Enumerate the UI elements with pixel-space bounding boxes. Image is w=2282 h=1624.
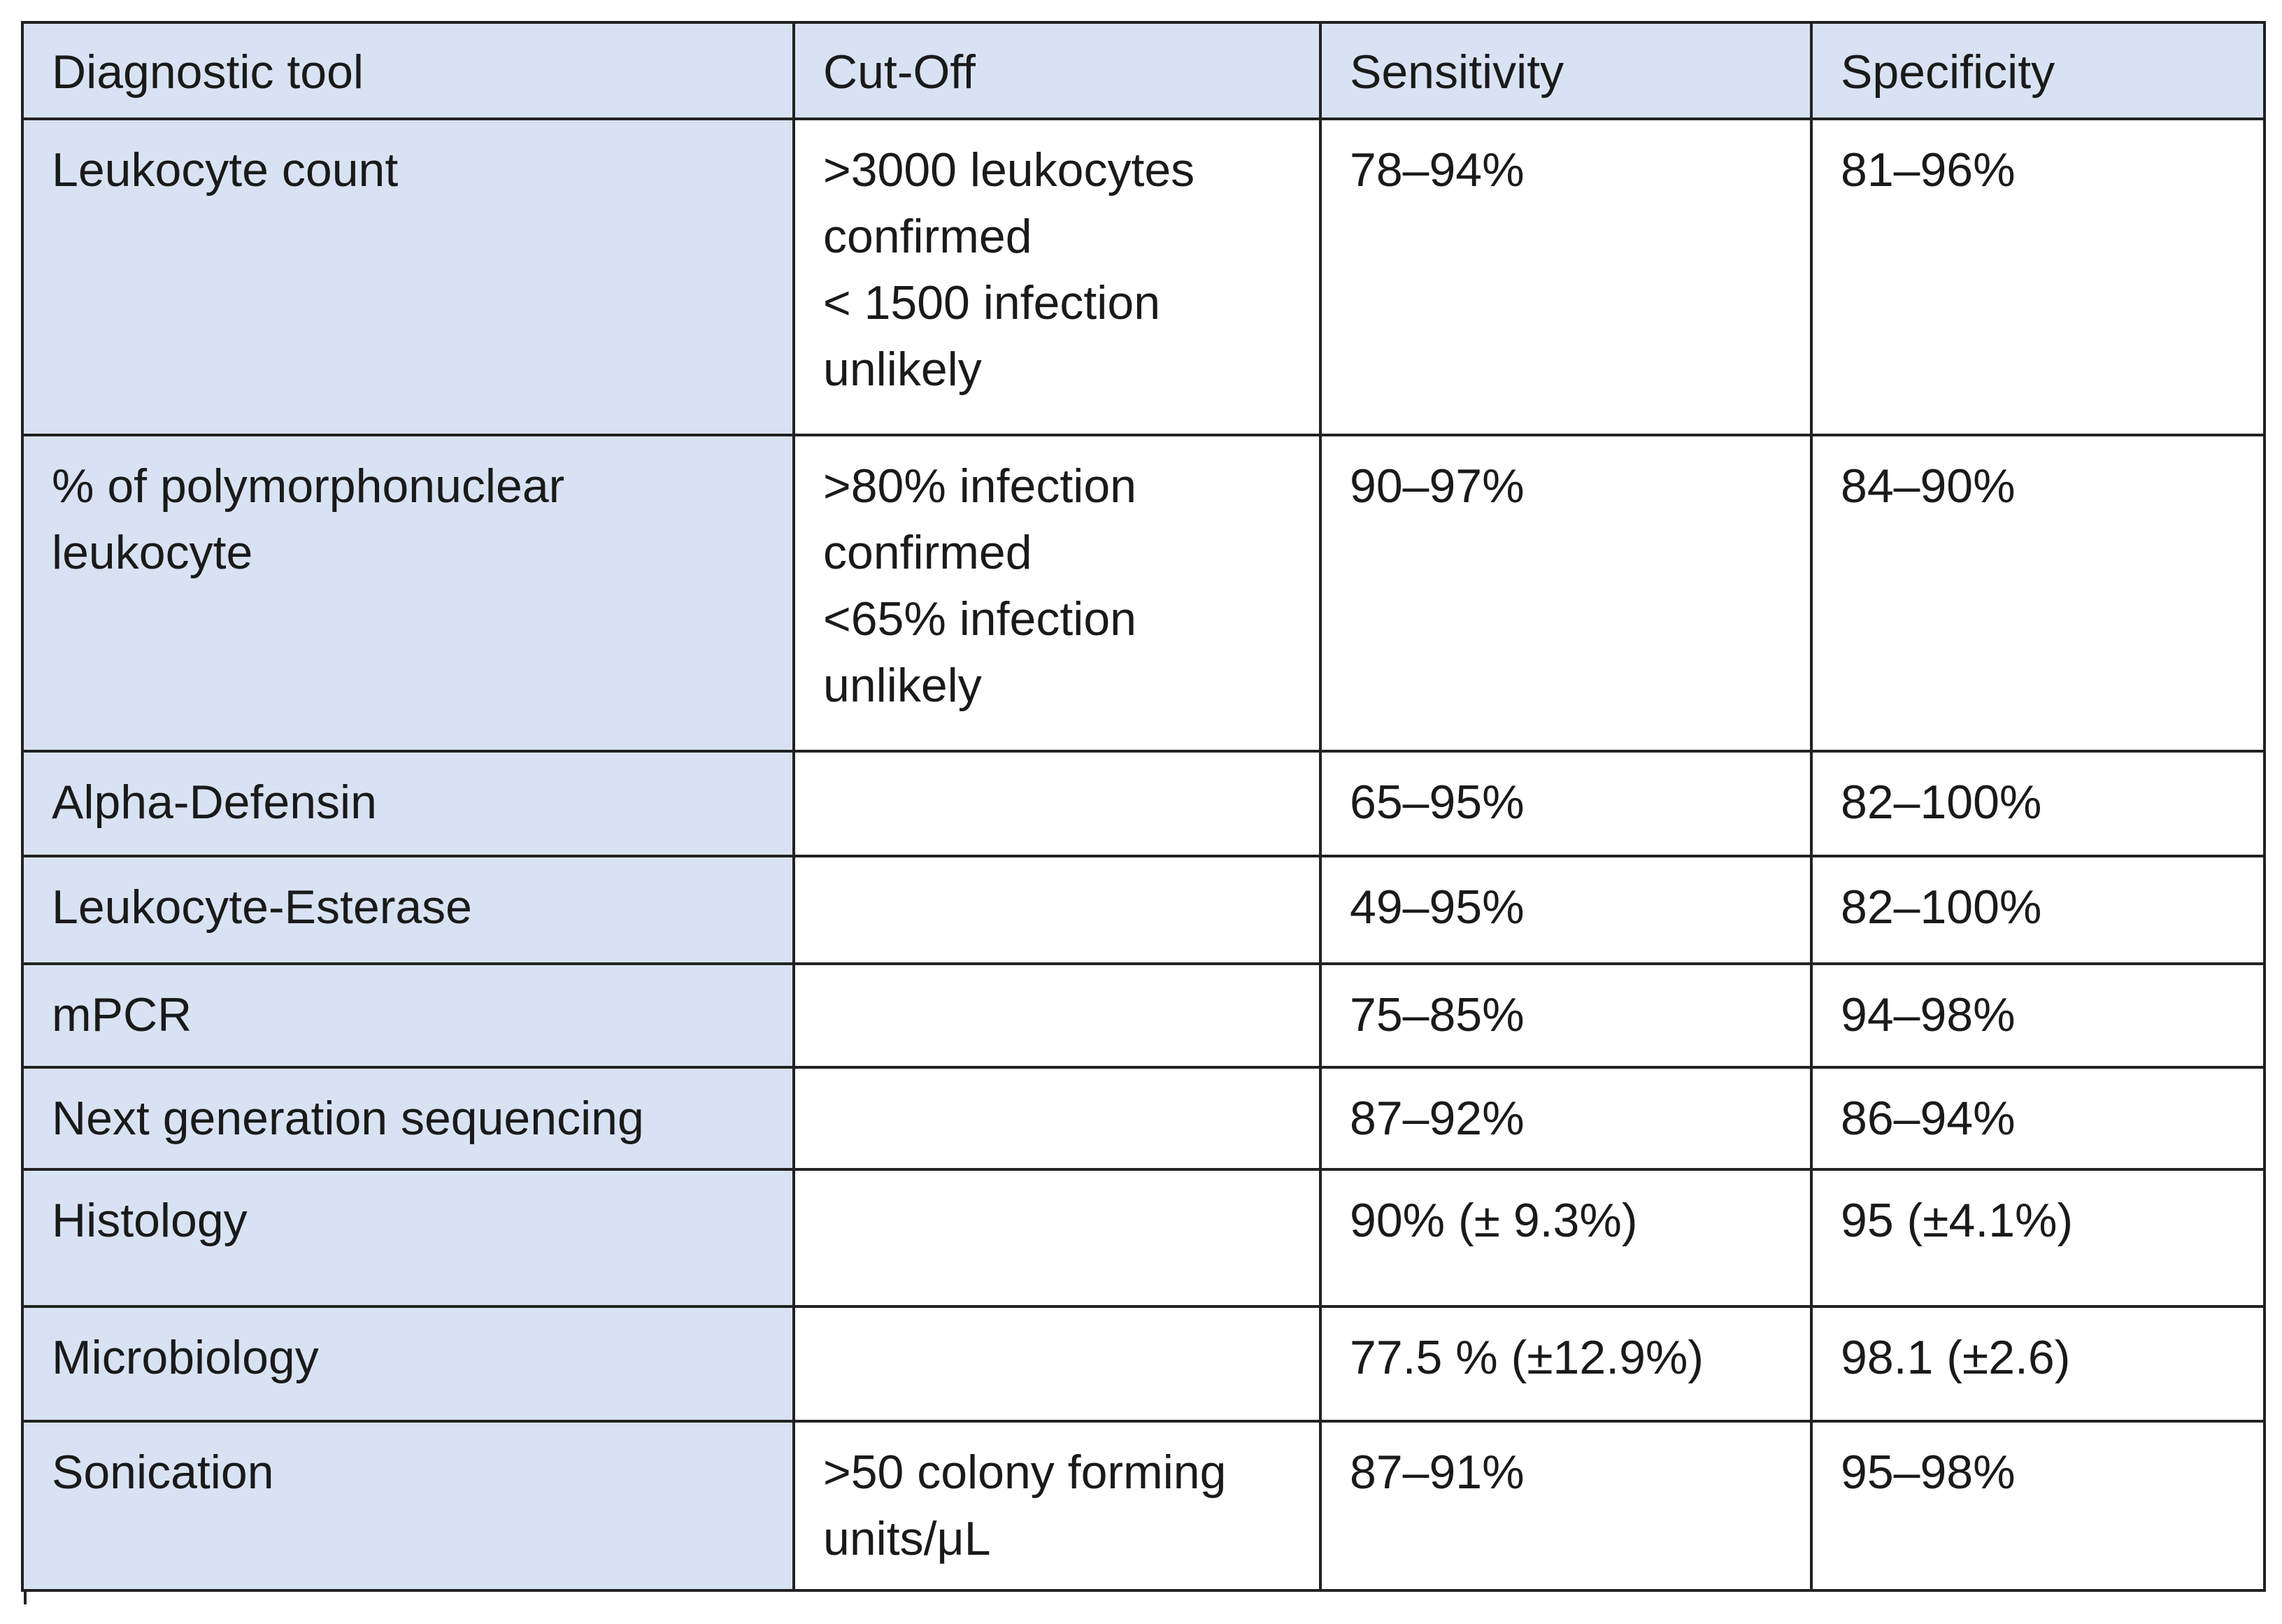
specificity-cell: 82–100% bbox=[1810, 855, 2266, 965]
table-row: Leukocyte count >3000 leukocytes confirm… bbox=[21, 117, 2266, 436]
sensitivity-cell: 87–92% bbox=[1319, 1066, 1813, 1171]
tool-cell: Alpha-Defensin bbox=[21, 750, 795, 857]
specificity-cell: 81–96% bbox=[1810, 117, 2266, 436]
sensitivity-cell: 75–85% bbox=[1319, 962, 1813, 1069]
specificity-cell: 95 (±4.1%) bbox=[1810, 1168, 2266, 1308]
diagnostic-tools-table: Diagnostic tool Cut-Off Sensitivity Spec… bbox=[21, 21, 2266, 1592]
tool-cell: Sonication bbox=[21, 1420, 795, 1592]
cutoff-cell bbox=[792, 750, 1322, 857]
tool-cell: Leukocyte count bbox=[21, 117, 795, 436]
cutoff-cell: >80% infection confirmed <65% infection … bbox=[792, 434, 1322, 753]
table-header-row: Diagnostic tool Cut-Off Sensitivity Spec… bbox=[21, 21, 2266, 120]
table-row: Sonication >50 colony forming units/μL 8… bbox=[21, 1420, 2266, 1592]
table-row: Next generation sequencing 87–92% 86–94% bbox=[21, 1066, 2266, 1171]
cutoff-cell bbox=[792, 1305, 1322, 1423]
specificity-cell: 84–90% bbox=[1810, 434, 2266, 753]
tool-cell: mPCR bbox=[21, 962, 795, 1069]
cutoff-cell: >3000 leukocytes confirmed < 1500 infect… bbox=[792, 117, 1322, 436]
header-cut-off: Cut-Off bbox=[792, 21, 1322, 120]
tool-cell: % of polymorphonuclear leukocyte bbox=[21, 434, 795, 753]
tool-cell: Microbiology bbox=[21, 1305, 795, 1423]
tool-cell: Leukocyte-Esterase bbox=[21, 855, 795, 965]
table-row: % of polymorphonuclear leukocyte >80% in… bbox=[21, 434, 2266, 753]
specificity-cell: 98.1 (±2.6) bbox=[1810, 1305, 2266, 1423]
diagnostic-table-container: Diagnostic tool Cut-Off Sensitivity Spec… bbox=[21, 21, 2266, 1592]
cutoff-cell bbox=[792, 962, 1322, 1069]
tool-cell: Next generation sequencing bbox=[21, 1066, 795, 1171]
sensitivity-cell: 87–91% bbox=[1319, 1420, 1813, 1592]
tool-cell: Histology bbox=[21, 1168, 795, 1308]
table-row: Alpha-Defensin 65–95% 82–100% bbox=[21, 750, 2266, 857]
specificity-cell: 94–98% bbox=[1810, 962, 2266, 1069]
table-row: mPCR 75–85% 94–98% bbox=[21, 962, 2266, 1069]
sensitivity-cell: 49–95% bbox=[1319, 855, 1813, 965]
specificity-cell: 82–100% bbox=[1810, 750, 2266, 857]
header-sensitivity: Sensitivity bbox=[1319, 21, 1813, 120]
sensitivity-cell: 77.5 % (±12.9%) bbox=[1319, 1305, 1813, 1423]
sensitivity-cell: 90% (± 9.3%) bbox=[1319, 1168, 1813, 1308]
header-specificity: Specificity bbox=[1810, 21, 2266, 120]
table-row: Microbiology 77.5 % (±12.9%) 98.1 (±2.6) bbox=[21, 1305, 2266, 1423]
header-diagnostic-tool: Diagnostic tool bbox=[21, 21, 795, 120]
sensitivity-cell: 78–94% bbox=[1319, 117, 1813, 436]
cutoff-cell bbox=[792, 1066, 1322, 1171]
table-row: Histology 90% (± 9.3%) 95 (±4.1%) bbox=[21, 1168, 2266, 1308]
specificity-cell: 95–98% bbox=[1810, 1420, 2266, 1592]
cutoff-cell bbox=[792, 855, 1322, 965]
sensitivity-cell: 65–95% bbox=[1319, 750, 1813, 857]
table-row: Leukocyte-Esterase 49–95% 82–100% bbox=[21, 855, 2266, 965]
specificity-cell: 86–94% bbox=[1810, 1066, 2266, 1171]
cutoff-cell bbox=[792, 1168, 1322, 1308]
cutoff-cell: >50 colony forming units/μL bbox=[792, 1420, 1322, 1592]
page-edge-mark bbox=[24, 1589, 27, 1604]
sensitivity-cell: 90–97% bbox=[1319, 434, 1813, 753]
